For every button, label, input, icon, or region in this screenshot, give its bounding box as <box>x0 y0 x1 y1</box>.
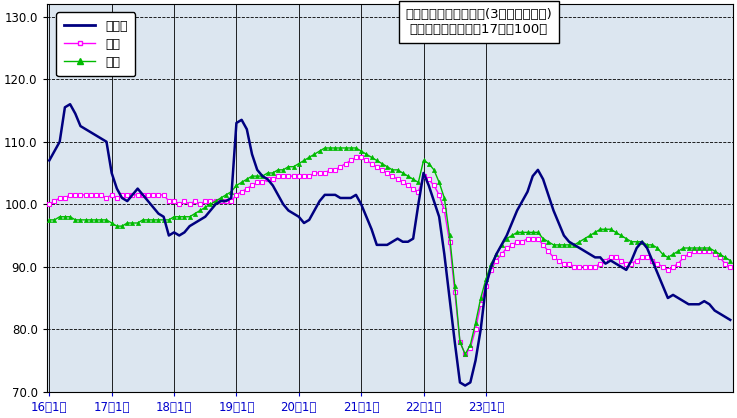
Legend: 鳳取県, 中国, 全国: 鳳取県, 中国, 全国 <box>56 13 135 76</box>
Text: 鉱工業生産指数の推移(3ヶ月移動平均)
（季節調整済、平成17年＝100）: 鉱工業生産指数の推移(3ヶ月移動平均) （季節調整済、平成17年＝100） <box>405 8 552 36</box>
